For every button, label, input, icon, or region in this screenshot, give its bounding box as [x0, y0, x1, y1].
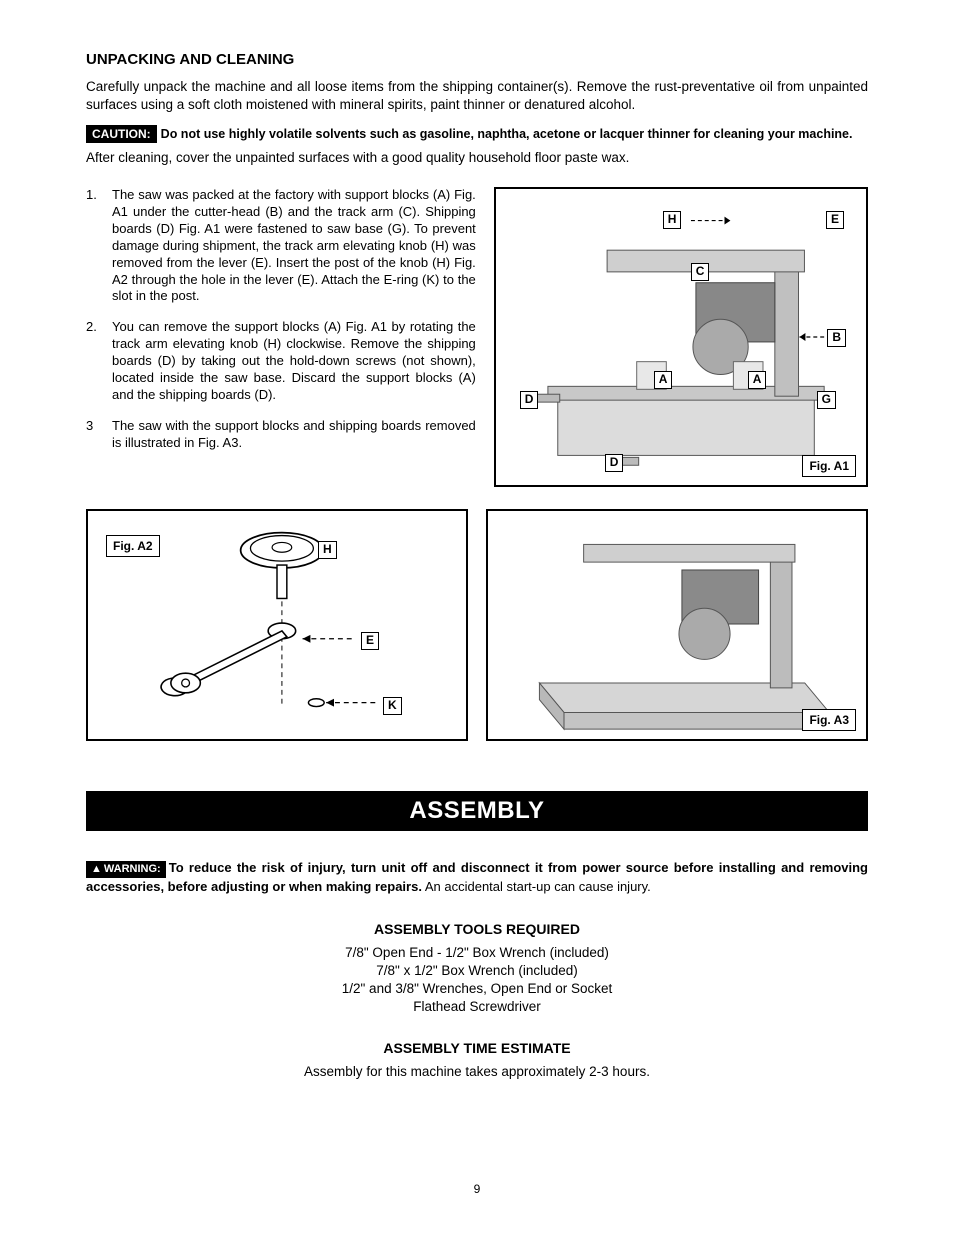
figA1-label-D1: D	[520, 391, 539, 409]
time-text: Assembly for this machine takes approxim…	[86, 1063, 868, 1081]
figA2-label-E: E	[361, 632, 379, 650]
step-3-text: The saw with the support blocks and ship…	[112, 418, 476, 452]
figure-a1-drawing	[496, 189, 866, 485]
caution-text: Do not use highly volatile solvents such…	[161, 127, 853, 141]
figA1-caption: Fig. A1	[802, 455, 856, 477]
assembly-banner: ASSEMBLY	[86, 791, 868, 831]
unpacking-para1: Carefully unpack the machine and all loo…	[86, 78, 868, 114]
tool-4: Flathead Screwdriver	[86, 998, 868, 1016]
figA2-label-K: K	[383, 697, 402, 715]
figure-a3: Fig. A3	[486, 509, 868, 741]
warning-badge: ▲WARNING:	[86, 861, 166, 878]
figA1-label-A2: A	[748, 371, 767, 389]
caution-badge: CAUTION:	[86, 125, 157, 143]
step-2-number: 2.	[86, 319, 112, 403]
figA1-label-E: E	[826, 211, 844, 229]
steps-and-figure-row: 1. The saw was packed at the factory wit…	[86, 187, 868, 487]
warning-paragraph: ▲WARNING:To reduce the risk of injury, t…	[86, 859, 868, 895]
figure-row-a2-a3: Fig. A2 H E K Fig. A3	[86, 509, 868, 741]
tool-3: 1/2" and 3/8" Wrenches, Open End or Sock…	[86, 980, 868, 998]
time-heading: ASSEMBLY TIME ESTIMATE	[86, 1039, 868, 1058]
steps-list: 1. The saw was packed at the factory wit…	[86, 187, 476, 451]
figure-a3-drawing	[488, 511, 866, 739]
tools-list: 7/8" Open End - 1/2" Box Wrench (include…	[86, 944, 868, 1017]
step-1-number: 1.	[86, 187, 112, 305]
tool-2: 7/8" x 1/2" Box Wrench (included)	[86, 962, 868, 980]
unpacking-heading: UNPACKING AND CLEANING	[86, 50, 868, 70]
warning-badge-text: WARNING:	[104, 863, 161, 875]
figA1-label-B: B	[827, 329, 846, 347]
step-1: 1. The saw was packed at the factory wit…	[86, 187, 476, 305]
figA1-label-G: G	[817, 391, 836, 409]
step-3-number: 3	[86, 418, 112, 452]
figure-a1-column: H E C B A A D D G Fig. A1	[494, 187, 868, 487]
page-number: 9	[86, 1181, 868, 1197]
caution-line: CAUTION: Do not use highly volatile solve…	[86, 125, 868, 143]
figA1-label-A1: A	[654, 371, 673, 389]
tools-heading: ASSEMBLY TOOLS REQUIRED	[86, 920, 868, 939]
figA1-label-D2: D	[605, 454, 624, 472]
figA2-label-H: H	[318, 541, 337, 559]
step-3: 3 The saw with the support blocks and sh…	[86, 418, 476, 452]
figure-a2: Fig. A2 H E K	[86, 509, 468, 741]
tool-1: 7/8" Open End - 1/2" Box Wrench (include…	[86, 944, 868, 962]
figA2-caption: Fig. A2	[106, 535, 160, 557]
step-1-text: The saw was packed at the factory with s…	[112, 187, 476, 305]
unpacking-para2: After cleaning, cover the unpainted surf…	[86, 149, 868, 167]
warning-triangle-icon: ▲	[91, 862, 102, 877]
step-2: 2. You can remove the support blocks (A)…	[86, 319, 476, 403]
figA1-label-H: H	[663, 211, 682, 229]
figA1-label-C: C	[691, 263, 710, 281]
warning-rest-text: An accidental start-up can cause injury.	[422, 879, 651, 894]
steps-column: 1. The saw was packed at the factory wit…	[86, 187, 476, 487]
figure-a1: H E C B A A D D G Fig. A1	[494, 187, 868, 487]
figA3-caption: Fig. A3	[802, 709, 856, 731]
step-2-text: You can remove the support blocks (A) Fi…	[112, 319, 476, 403]
